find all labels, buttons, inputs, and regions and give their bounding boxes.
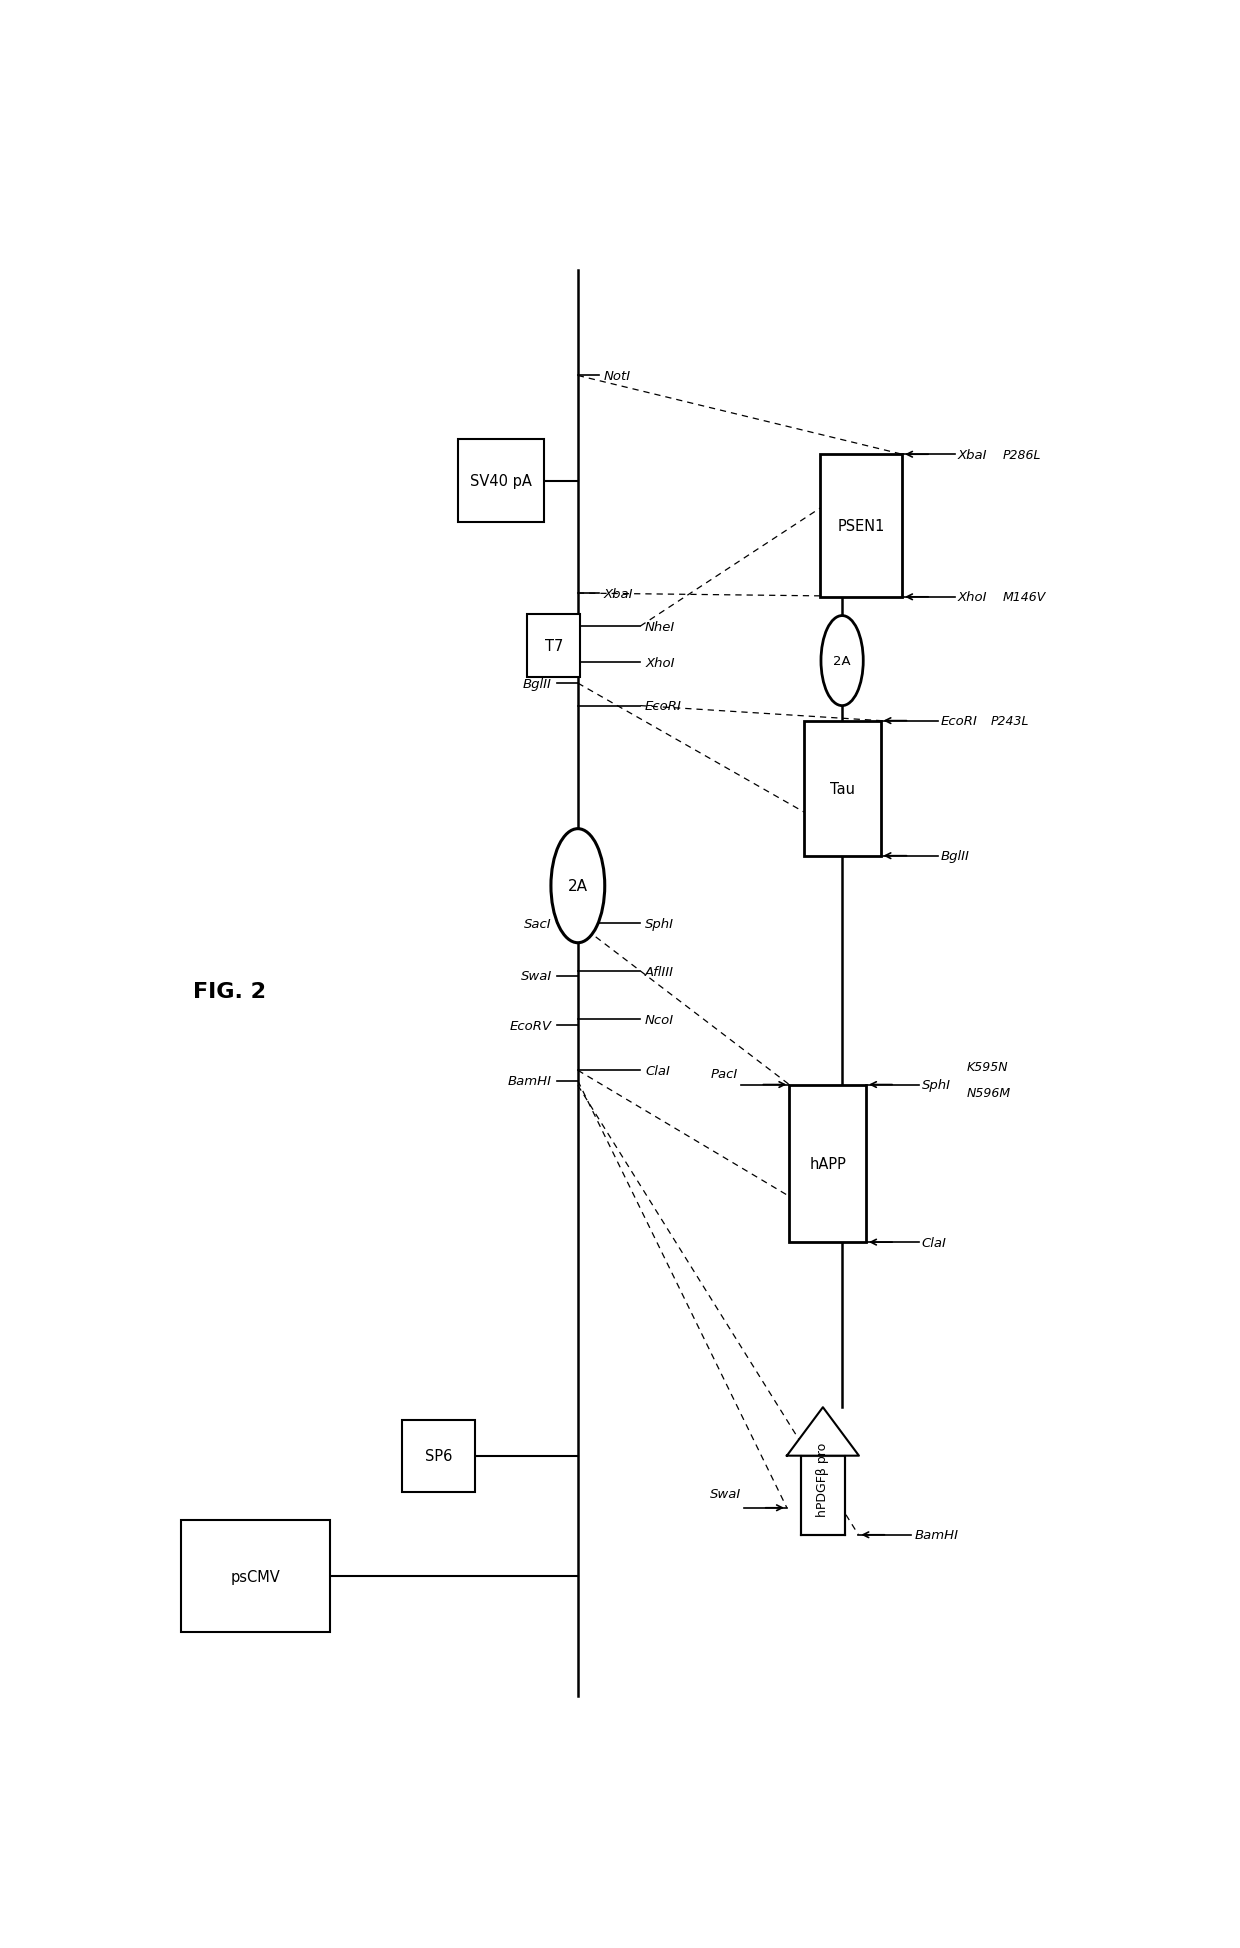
Polygon shape xyxy=(787,1408,859,1455)
Text: EcoRV: EcoRV xyxy=(510,1019,552,1032)
Text: BglII: BglII xyxy=(941,849,970,863)
Text: FIG. 2: FIG. 2 xyxy=(193,982,267,1001)
Text: P243L: P243L xyxy=(991,715,1029,729)
Text: P286L: P286L xyxy=(1003,448,1042,462)
Ellipse shape xyxy=(821,616,863,707)
Text: StuI: StuI xyxy=(526,627,552,641)
Text: AflIII: AflIII xyxy=(645,966,675,978)
Text: XbaI: XbaI xyxy=(959,448,987,462)
Text: XhoI: XhoI xyxy=(959,590,987,604)
Text: M146V: M146V xyxy=(1003,590,1047,604)
Text: psCMV: psCMV xyxy=(231,1568,280,1584)
Bar xyxy=(804,721,880,857)
Bar xyxy=(821,456,903,598)
Text: PSEN1: PSEN1 xyxy=(838,518,885,534)
Text: NcoI: NcoI xyxy=(645,1013,675,1027)
Text: BglII: BglII xyxy=(523,678,552,690)
Text: NheI: NheI xyxy=(645,619,676,633)
Text: EcoRI: EcoRI xyxy=(645,699,682,713)
Text: XhoI: XhoI xyxy=(645,656,675,670)
Text: BamHI: BamHI xyxy=(508,1075,552,1087)
Text: 2A: 2A xyxy=(833,655,851,668)
Bar xyxy=(801,1455,844,1535)
Ellipse shape xyxy=(551,830,605,943)
Text: NotI: NotI xyxy=(604,370,631,382)
Text: hPDGFβ pro: hPDGFβ pro xyxy=(816,1442,830,1516)
Text: SacI: SacI xyxy=(525,918,552,931)
Text: 2A: 2A xyxy=(568,879,588,894)
Text: EcoRI: EcoRI xyxy=(941,715,978,729)
Text: Tau: Tau xyxy=(830,781,854,797)
Text: hAPP: hAPP xyxy=(810,1157,846,1171)
Text: SphI: SphI xyxy=(921,1079,951,1091)
Bar xyxy=(181,1519,330,1632)
Bar xyxy=(458,440,544,522)
Text: PacI: PacI xyxy=(711,1068,738,1081)
Text: SphI: SphI xyxy=(645,918,675,931)
Text: K595N: K595N xyxy=(967,1060,1008,1073)
Text: N596M: N596M xyxy=(967,1085,1011,1099)
Bar xyxy=(403,1420,475,1492)
Text: BamHI: BamHI xyxy=(914,1529,959,1541)
Text: ClaI: ClaI xyxy=(645,1064,670,1077)
Bar xyxy=(527,616,580,678)
Text: XbaI: XbaI xyxy=(604,586,634,600)
Text: SV40 pA: SV40 pA xyxy=(470,473,532,489)
Text: T7: T7 xyxy=(544,639,563,655)
Text: SwaI: SwaI xyxy=(521,970,552,982)
Bar xyxy=(789,1085,866,1243)
Text: SwaI: SwaI xyxy=(709,1488,740,1500)
Text: ClaI: ClaI xyxy=(921,1235,947,1249)
Text: SP6: SP6 xyxy=(425,1449,453,1463)
